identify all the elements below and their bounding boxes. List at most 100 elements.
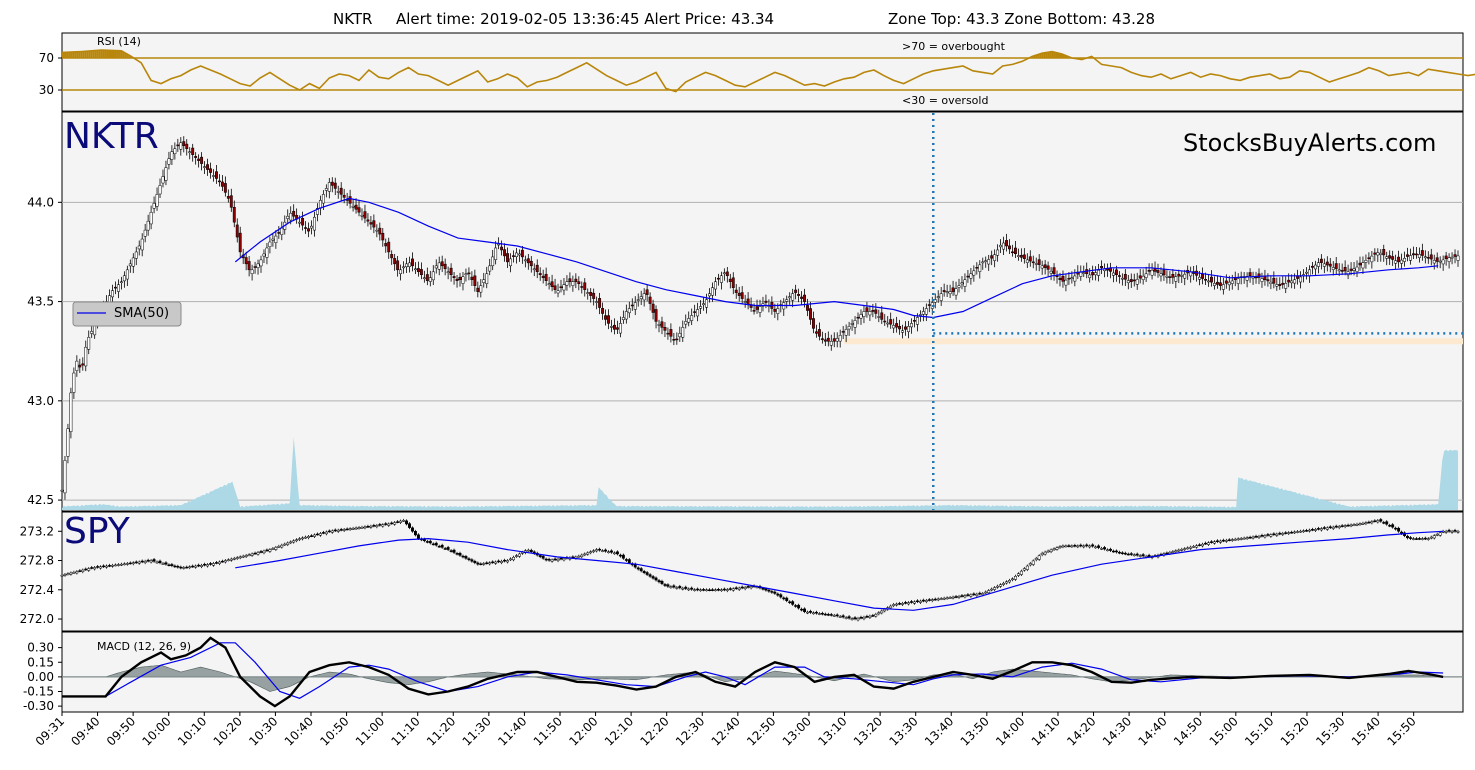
- spy-candle-body: [713, 589, 717, 592]
- spy-candle-body: [84, 568, 88, 571]
- spy-candle-body: [1198, 544, 1202, 547]
- price-candle-body: [972, 270, 976, 276]
- spy-candle-body: [1210, 541, 1213, 543]
- price-candle-body: [473, 275, 477, 286]
- price-candle-body: [434, 265, 438, 269]
- price-candle-body: [517, 253, 521, 256]
- price-candle-body: [482, 279, 486, 283]
- spy-candle-body: [601, 550, 605, 552]
- spy-candle-body: [708, 589, 711, 592]
- price-candle-body: [191, 147, 195, 155]
- spy-candle-body: [128, 562, 132, 565]
- overbought-text: >70 = overbought: [902, 40, 1006, 53]
- spy-candle-body: [170, 564, 174, 566]
- price-candle-body: [1210, 276, 1213, 283]
- price-candle-body: [776, 308, 780, 314]
- spy-candle-body: [366, 526, 370, 528]
- spy-candle-body: [904, 602, 907, 604]
- price-candle-body: [125, 269, 129, 280]
- price-candle-body: [1031, 261, 1035, 264]
- spy-candle-body: [678, 586, 682, 589]
- spy-candle-body: [1230, 539, 1234, 541]
- x-tick-label: 12:40: [709, 714, 743, 748]
- spy-candle-body: [268, 549, 272, 552]
- spy-candle-body: [660, 581, 664, 584]
- x-tick-label: 12:20: [637, 714, 671, 748]
- price-candle-body: [396, 260, 400, 271]
- spy-candle-body: [927, 599, 931, 601]
- price-candle-body: [327, 182, 331, 192]
- rsi-label: RSI (14): [97, 35, 141, 48]
- spy-candle-body: [577, 555, 581, 558]
- price-candle-body: [280, 227, 284, 235]
- spy-candle-body: [265, 549, 269, 552]
- spy-candle-body: [1242, 537, 1246, 540]
- spy-candle-body: [984, 591, 988, 594]
- spy-candle-body: [1432, 535, 1436, 539]
- price-candle-body: [672, 339, 676, 341]
- spy-candle-body: [241, 555, 245, 558]
- spy-candle-body: [1361, 522, 1365, 525]
- price-candle-body: [179, 142, 183, 150]
- price-panel: NKTR StocksBuyAlerts.com SMA(50) 44.0 43.…: [27, 111, 1464, 512]
- spy-candle-body: [1388, 525, 1392, 527]
- price-candle-body: [924, 308, 928, 315]
- price-candle-body: [1204, 279, 1207, 281]
- x-tick-label: 12:50: [744, 714, 778, 748]
- spy-candle-body: [529, 549, 533, 553]
- price-candle-body: [523, 259, 527, 262]
- price-candle-body: [627, 308, 631, 314]
- price-candle-body: [351, 206, 355, 208]
- price-candle-body: [194, 156, 198, 158]
- price-candle-body: [223, 183, 227, 193]
- spy-candle-body: [681, 587, 685, 590]
- spy-candle-body: [396, 521, 400, 523]
- price-candle-body: [494, 247, 498, 260]
- price-candle-body: [422, 277, 426, 280]
- price-candle-body: [170, 151, 174, 160]
- price-candle-body: [414, 268, 417, 271]
- x-tick-label: 12:10: [602, 714, 636, 748]
- spy-tick-label: 272.4: [20, 583, 54, 597]
- spy-candle-body: [547, 558, 551, 561]
- spy-candle-body: [1207, 542, 1210, 545]
- price-candle-body: [446, 271, 450, 274]
- spy-candle-body: [847, 616, 851, 619]
- spy-candle-body: [1058, 546, 1062, 548]
- spy-candle-body: [1453, 530, 1457, 532]
- price-candle-body: [907, 326, 910, 332]
- price-candle-body: [892, 325, 896, 329]
- price-candle-body: [1340, 270, 1344, 272]
- price-candle-body: [342, 194, 346, 198]
- price-candle-body: [488, 265, 492, 272]
- x-tick-label: 14:00: [993, 714, 1027, 748]
- spy-candle-body: [1233, 538, 1237, 541]
- spy-candle-body: [473, 560, 477, 563]
- price-candle-body: [571, 281, 575, 286]
- price-candle-body: [75, 360, 79, 371]
- spy-candle-body: [119, 563, 123, 566]
- spy-candle-body: [571, 556, 575, 559]
- price-candle-body: [607, 315, 610, 324]
- price-candle-body: [1236, 278, 1240, 284]
- price-candle-body: [556, 290, 560, 294]
- price-candle-body: [277, 232, 281, 234]
- price-candle-body: [904, 326, 907, 330]
- price-candle-body: [1165, 275, 1169, 278]
- spy-candle-body: [1100, 548, 1104, 550]
- price-candle-body: [1147, 269, 1151, 272]
- spy-candle-body: [69, 572, 73, 575]
- spy-candle-body: [440, 544, 444, 548]
- spy-candle-body: [78, 570, 82, 572]
- spy-candle-body: [1180, 549, 1184, 551]
- spy-candle-body: [978, 592, 982, 595]
- spy-candle-body: [910, 601, 913, 603]
- price-candle-body: [158, 185, 162, 195]
- price-candle-body: [63, 460, 67, 494]
- spy-candle-body: [96, 566, 100, 568]
- spy-candle-body: [921, 599, 925, 602]
- spy-candle-body: [734, 587, 738, 589]
- spy-candle-body: [1343, 525, 1347, 527]
- spy-candle-body: [1177, 549, 1181, 552]
- spy-candle-body: [307, 536, 310, 538]
